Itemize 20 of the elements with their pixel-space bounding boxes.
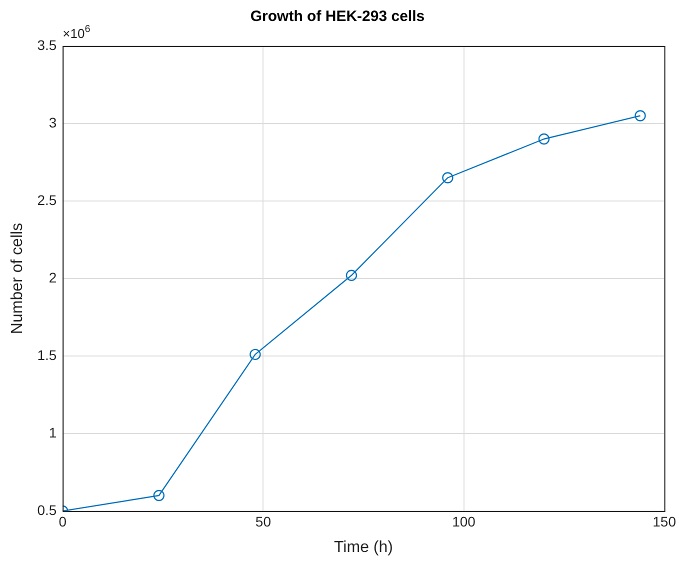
y-tick-label: 1 bbox=[48, 424, 57, 440]
y-tick-label: 2 bbox=[48, 269, 57, 286]
chart-title: Growth of HEK-293 cells bbox=[250, 8, 425, 26]
point bbox=[153, 490, 165, 502]
x-tick-label: 50 bbox=[255, 513, 272, 530]
y-tick-label: 1.5 bbox=[37, 346, 57, 363]
x-tick-label: 0 bbox=[58, 513, 67, 530]
x-tick-label: 100 bbox=[452, 513, 476, 530]
x-tick-label: 150 bbox=[652, 513, 676, 530]
point bbox=[250, 348, 261, 360]
point bbox=[538, 133, 550, 145]
point bbox=[442, 172, 454, 184]
y-tick-label: 0.5 bbox=[37, 502, 57, 518]
point bbox=[634, 110, 646, 122]
x-axis-title: Time (h) bbox=[334, 538, 393, 556]
point bbox=[346, 270, 358, 281]
y-tick-label: 3.5 bbox=[37, 36, 57, 53]
y-tick-label: 3 bbox=[48, 114, 57, 130]
y-axis-title: Number of cells bbox=[9, 222, 26, 334]
y-tick-label: 2.5 bbox=[37, 192, 57, 208]
